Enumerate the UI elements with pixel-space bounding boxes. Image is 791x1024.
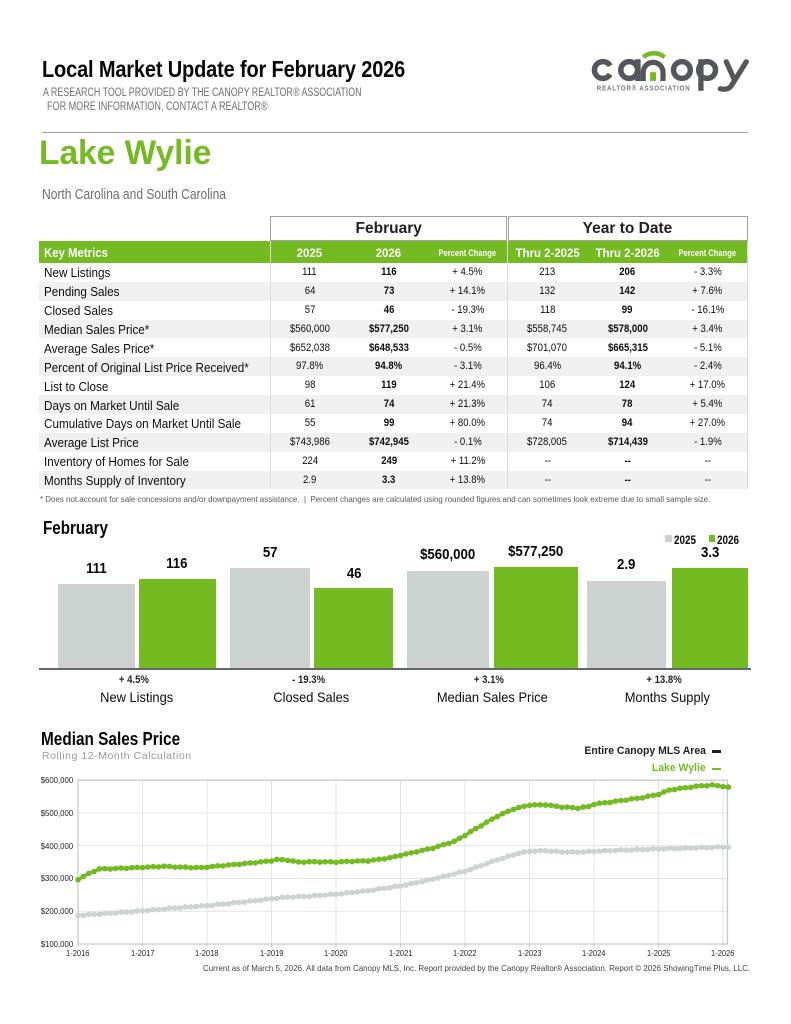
svg-text:REALTOR® ASSOCIATION: REALTOR® ASSOCIATION <box>597 85 691 93</box>
